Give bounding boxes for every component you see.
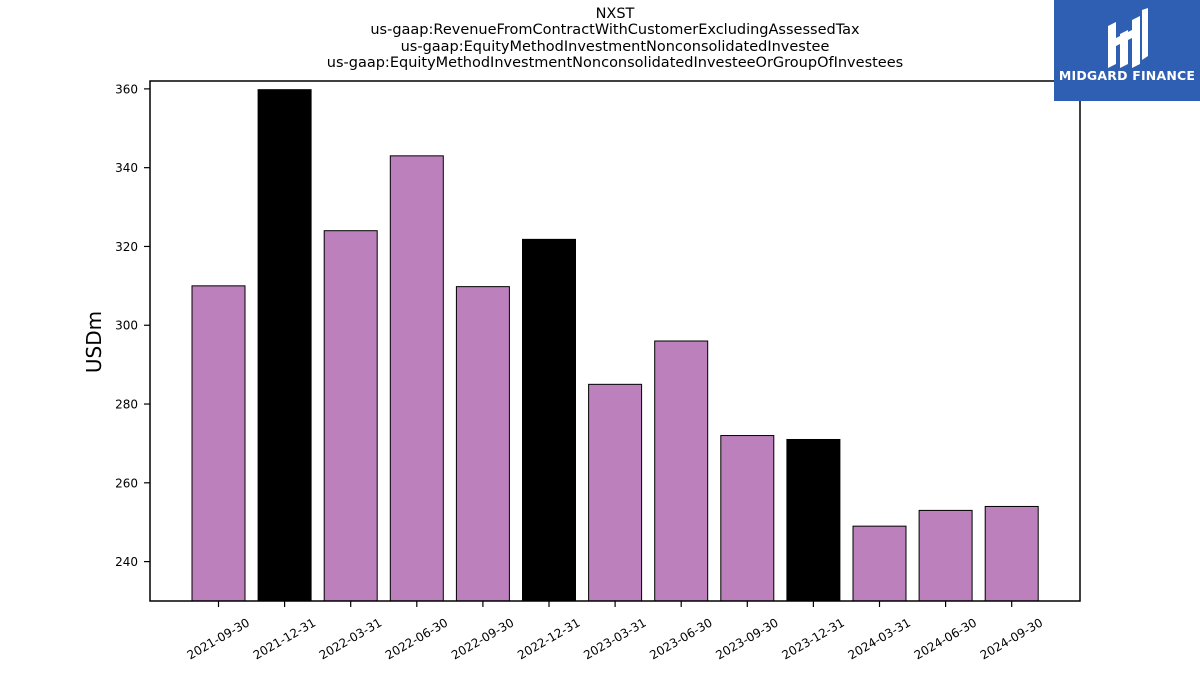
title-line-ticker: NXST	[595, 6, 635, 22]
title-line-concept-1: us-gaap:RevenueFromContractWithCustomerE…	[370, 22, 860, 39]
y-tick-label: 260	[115, 476, 138, 490]
bar-2023-09-30	[720, 435, 775, 602]
x-tick-label: 2024-03-31	[846, 615, 913, 662]
y-tick-label: 300	[115, 319, 138, 333]
x-tick-label: 2022-09-30	[449, 615, 516, 662]
bar-2024-03-31	[852, 525, 907, 602]
x-tick-label: 2023-03-31	[581, 615, 648, 662]
bar-2022-06-30	[389, 155, 444, 602]
y-tick-label: 340	[115, 161, 138, 175]
chart-title: NXST us-gaap:RevenueFromContractWithCust…	[150, 6, 1080, 71]
bar-2023-12-31	[786, 438, 841, 602]
bar-2023-03-31	[588, 383, 643, 602]
bar-2022-12-31	[522, 238, 576, 602]
bar-2021-09-30	[191, 285, 246, 602]
y-tick-label: 320	[115, 240, 138, 254]
bar-2021-12-31	[257, 89, 312, 602]
bar-2023-06-30	[654, 340, 709, 602]
bar-2022-09-30	[455, 286, 510, 602]
title-line-concept-3: us-gaap:EquityMethodInvestmentNonconsoli…	[326, 54, 904, 71]
logo-text: MIDGARD FINANCE	[1058, 68, 1196, 83]
x-tick-label: 2023-06-30	[647, 615, 714, 662]
logo-mark-icon	[1108, 8, 1148, 68]
x-tick-label: 2023-09-30	[713, 615, 780, 662]
bars-layer	[191, 89, 1039, 602]
y-axis-label: USDm	[82, 311, 106, 373]
title-line-concept-2: us-gaap:EquityMethodInvestmentNonconsoli…	[400, 38, 830, 55]
bar-2024-06-30	[918, 509, 973, 602]
x-tick-label: 2021-12-31	[251, 615, 318, 662]
x-tick-label: 2024-09-30	[978, 615, 1045, 662]
bar-2022-03-31	[323, 230, 378, 602]
y-tick-label: 360	[115, 82, 138, 96]
x-tick-label: 2024-06-30	[912, 615, 979, 662]
x-tick-label: 2022-12-31	[515, 615, 582, 662]
y-tick-label: 240	[115, 555, 138, 569]
x-tick-label: 2022-03-31	[317, 615, 384, 662]
x-tick-label: 2021-09-30	[185, 615, 252, 662]
bar-2024-09-30	[984, 505, 1039, 602]
x-tick-label: 2022-06-30	[383, 615, 450, 662]
brand-logo: MIDGARD FINANCE	[1054, 0, 1200, 101]
x-tick-label: 2023-12-31	[779, 615, 846, 662]
y-tick-label: 280	[115, 398, 138, 412]
